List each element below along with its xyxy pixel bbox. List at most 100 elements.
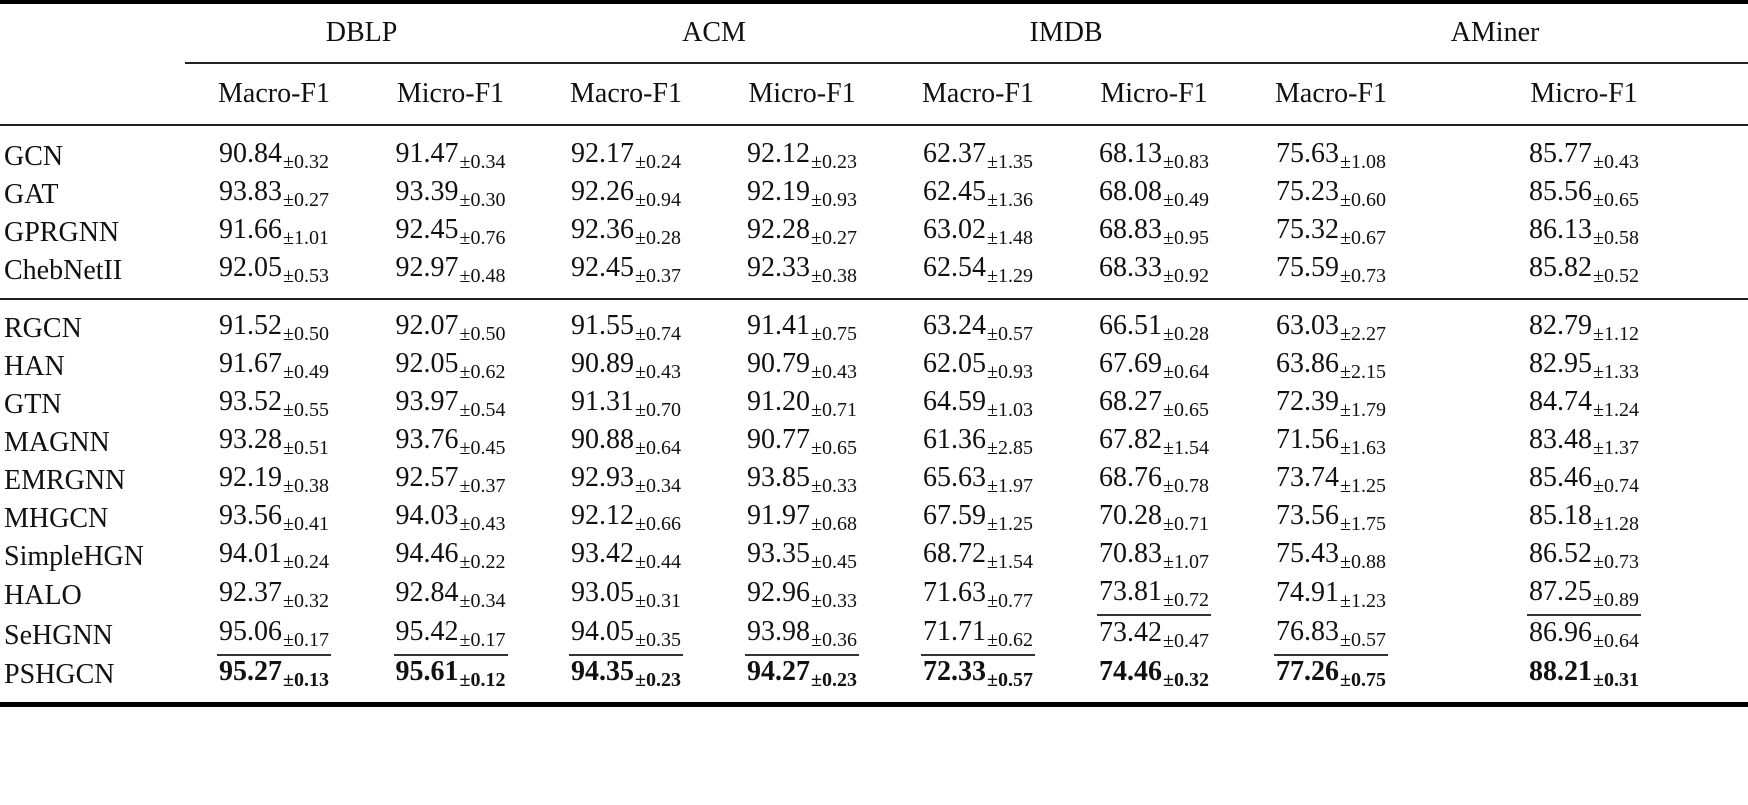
score-mean: 70.83 [1099, 538, 1163, 569]
second-best-score: 87.25±0.89 [1527, 576, 1641, 616]
score-cell: 90.88±0.64 [538, 424, 714, 462]
score-std: ±0.83 [1163, 151, 1210, 173]
score-mean: 95.42 [395, 616, 459, 647]
table-row: GPRGNN 91.66±1.01 92.45±0.76 92.36±0.28 92.2… [0, 214, 1748, 252]
second-best-score: 95.42±0.17 [393, 616, 508, 656]
score-std: ±0.67 [1340, 227, 1387, 249]
score: 67.59±1.25 [921, 500, 1035, 538]
score-std: ±0.75 [1340, 669, 1387, 691]
score: 63.86±2.15 [1274, 348, 1388, 386]
score-mean: 75.43 [1276, 538, 1340, 569]
score-cell: 95.06±0.17 [185, 616, 363, 656]
score-cell: 85.77±0.43 [1420, 125, 1748, 176]
score-cell: 93.98±0.36 [714, 616, 890, 656]
score: 91.67±0.49 [217, 348, 331, 386]
score: 66.51±0.28 [1097, 310, 1211, 348]
score-mean: 92.45 [395, 214, 459, 245]
best-score: 77.26±0.75 [1274, 656, 1388, 694]
score-cell: 65.63±1.97 [890, 462, 1066, 500]
score-cell: 92.07±0.50 [363, 298, 539, 348]
dataset-header-imdb: IMDB [890, 0, 1243, 64]
score-std: ±0.43 [635, 361, 681, 383]
score-cell: 92.84±0.34 [363, 576, 538, 616]
model-name: GCN [4, 141, 64, 172]
score-std: ±0.92 [1163, 265, 1210, 287]
score: 71.56±1.63 [1274, 424, 1388, 462]
dataset-header-row: DBLP ACM IMDB AMiner [0, 0, 1748, 64]
score-cell: 68.72±1.54 [890, 538, 1066, 576]
model-name: PSHGCN [0, 656, 185, 707]
score-std: ±0.43 [811, 361, 858, 383]
score: 92.45±0.37 [569, 252, 683, 290]
score-std: ±1.33 [1593, 361, 1639, 383]
score: 63.03±2.27 [1274, 310, 1388, 348]
score-cell: 92.12±0.66 [538, 500, 714, 538]
score: 85.77±0.43 [1527, 138, 1641, 176]
score-cell: 93.56±0.41 [185, 500, 363, 538]
score-std: ±0.64 [1593, 630, 1639, 652]
score-cell: 68.83±0.95 [1066, 214, 1242, 252]
score-mean: 90.77 [747, 424, 811, 455]
metric-header: Macro-F1 [890, 63, 1067, 126]
metric-header: Micro-F1 [363, 63, 539, 126]
score: 73.56±1.75 [1274, 500, 1388, 538]
score-mean: 92.12 [747, 138, 811, 169]
score-mean: 63.24 [923, 310, 987, 341]
score-mean: 70.28 [1099, 500, 1163, 531]
score-cell: 94.46±0.22 [363, 538, 538, 576]
score-mean: 73.56 [1276, 500, 1340, 531]
score-std: ±0.24 [635, 151, 681, 173]
score: 70.28±0.71 [1097, 500, 1211, 538]
score: 90.84±0.32 [217, 138, 331, 176]
score-std: ±0.23 [635, 669, 681, 691]
model-name: SimpleHGN [4, 541, 144, 572]
score-cell: 63.02±1.48 [890, 214, 1066, 252]
score-std: ±1.35 [987, 151, 1034, 173]
best-score: 72.33±0.57 [921, 656, 1035, 694]
score-cell: 92.93±0.34 [538, 462, 714, 500]
score-cell: 70.83±1.07 [1066, 538, 1242, 576]
score-std: ±0.88 [1340, 551, 1387, 573]
score-cell: 75.23±0.60 [1242, 176, 1420, 214]
score: 62.37±1.35 [921, 138, 1035, 176]
score: 92.33±0.38 [745, 252, 859, 290]
score: 70.83±1.07 [1097, 538, 1211, 576]
score-cell: 63.86±2.15 [1242, 348, 1420, 386]
score-cell: 84.74±1.24 [1420, 386, 1748, 424]
score-std: ±0.17 [283, 629, 329, 651]
score-cell: 94.35±0.23 [538, 656, 715, 707]
score-mean: 75.59 [1276, 252, 1340, 283]
best-score: 95.27±0.13 [217, 656, 331, 694]
score-std: ±0.71 [811, 399, 858, 421]
score-std: ±0.45 [811, 551, 858, 573]
score: 75.23±0.60 [1274, 176, 1388, 214]
table-row: SimpleHGN 94.01±0.24 94.46±0.22 93.42±0.44 9… [0, 538, 1748, 576]
score-mean: 85.82 [1529, 252, 1593, 283]
score-cell: 77.26±0.75 [1242, 656, 1421, 707]
score-cell: 95.61±0.12 [363, 656, 539, 707]
score-mean: 62.05 [923, 348, 987, 379]
score: 91.97±0.68 [745, 500, 859, 538]
score-cell: 91.55±0.74 [538, 298, 715, 348]
score-cell: 90.79±0.43 [714, 348, 890, 386]
model-column-header [0, 63, 185, 126]
metric-header: Macro-F1 [538, 63, 715, 126]
score-cell: 92.17±0.24 [538, 125, 714, 176]
score: 62.45±1.36 [921, 176, 1035, 214]
score-cell: 90.77±0.65 [714, 424, 890, 462]
score: 67.82±1.54 [1097, 424, 1211, 462]
score-cell: 71.63±0.77 [890, 576, 1066, 616]
score-cell: 61.36±2.85 [890, 424, 1066, 462]
score: 93.05±0.31 [569, 577, 683, 615]
score-mean: 92.17 [571, 138, 635, 169]
score-std: ±1.79 [1340, 399, 1387, 421]
score: 64.59±1.03 [921, 386, 1035, 424]
score-mean: 66.51 [1099, 310, 1163, 341]
score-cell: 85.82±0.52 [1420, 252, 1748, 299]
score: 85.46±0.74 [1527, 462, 1641, 500]
table-row: GTN 93.52±0.55 93.97±0.54 91.31±0.70 91.20±0… [0, 386, 1748, 424]
score-mean: 92.07 [395, 310, 459, 341]
score-mean: 92.28 [747, 214, 811, 245]
score: 92.19±0.93 [745, 176, 859, 214]
score-mean: 68.27 [1099, 386, 1163, 417]
